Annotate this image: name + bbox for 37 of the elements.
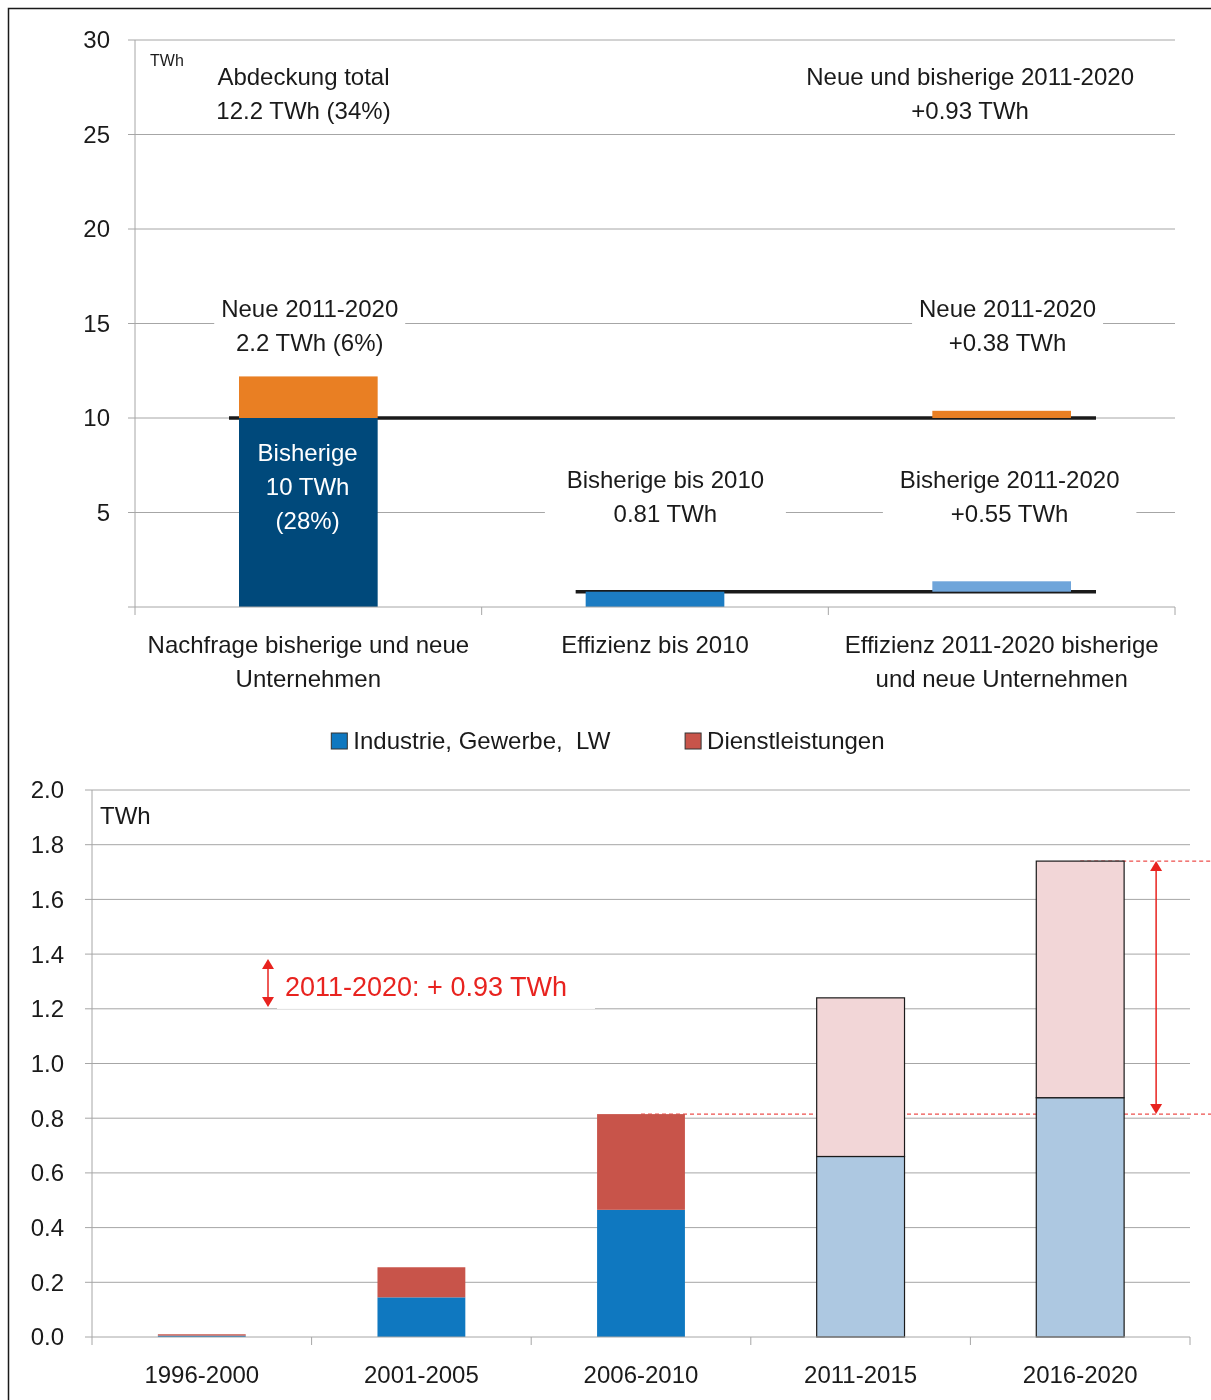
annotation: Neue 2011-2020 +0.38 TWh	[919, 295, 1097, 357]
y-tick-label: 1.0	[30, 1049, 64, 1077]
y-tick-label: 1.4	[30, 940, 64, 968]
x-tick-label: 2006-2010	[583, 1361, 699, 1388]
annotation: Bisherige 2011-2020 +0.55 TWh	[899, 466, 1120, 528]
legend-label: Industrie, Gewerbe, LW	[353, 727, 611, 755]
y-tick-label: 2.0	[30, 776, 64, 804]
y-tick-label: 0.0	[30, 1323, 64, 1351]
y-axis-title: TWh	[150, 52, 184, 69]
annotation: 2011-2020: + 0.93 TWh	[285, 972, 567, 1003]
y-tick-label: 1.6	[30, 885, 64, 913]
y-tick-label: 10	[83, 404, 110, 432]
legend-label: Dienstleistungen	[707, 727, 885, 755]
y-tick-label: 1.8	[30, 831, 64, 859]
y-tick-label: 20	[83, 215, 110, 243]
annotation: Neue 2011-2020 2.2 TWh (6%)	[221, 295, 399, 357]
annotation: Bisherige 10 TWh (28%)	[257, 439, 358, 535]
y-tick-label: 25	[83, 120, 110, 148]
annotation: Bisherige bis 2010 0.81 TWh	[566, 466, 765, 528]
x-tick-label: Effizienz 2011-2020 bisherige und neue Unternehmen	[844, 631, 1159, 692]
y-tick-label: 0.2	[30, 1268, 64, 1296]
y-tick-label: 5	[96, 498, 110, 526]
x-tick-label: 1996-2000	[144, 1361, 260, 1388]
y-tick-label: 0.4	[30, 1214, 64, 1241]
y-tick-label: 0.8	[30, 1104, 64, 1132]
x-tick-label: 2016-2020	[1022, 1361, 1138, 1388]
annotation: Abdeckung total 12.2 TWh (34%)	[216, 63, 391, 125]
x-tick-label: 2011-2015	[804, 1361, 918, 1388]
x-tick-label: Effizienz bis 2010	[561, 631, 749, 658]
x-tick-label: 2001-2005	[364, 1361, 479, 1388]
y-tick-label: 0.6	[30, 1159, 64, 1187]
annotation: Neue und bisherige 2011-2020 +0.93 TWh	[806, 63, 1135, 125]
x-tick-label: Nachfrage bisherige und neue Unternehmen	[147, 631, 470, 692]
y-axis-title: TWh	[100, 802, 151, 829]
y-tick-label: 15	[83, 309, 110, 337]
y-tick-label: 30	[83, 26, 110, 54]
y-tick-label: 1.2	[30, 995, 64, 1023]
